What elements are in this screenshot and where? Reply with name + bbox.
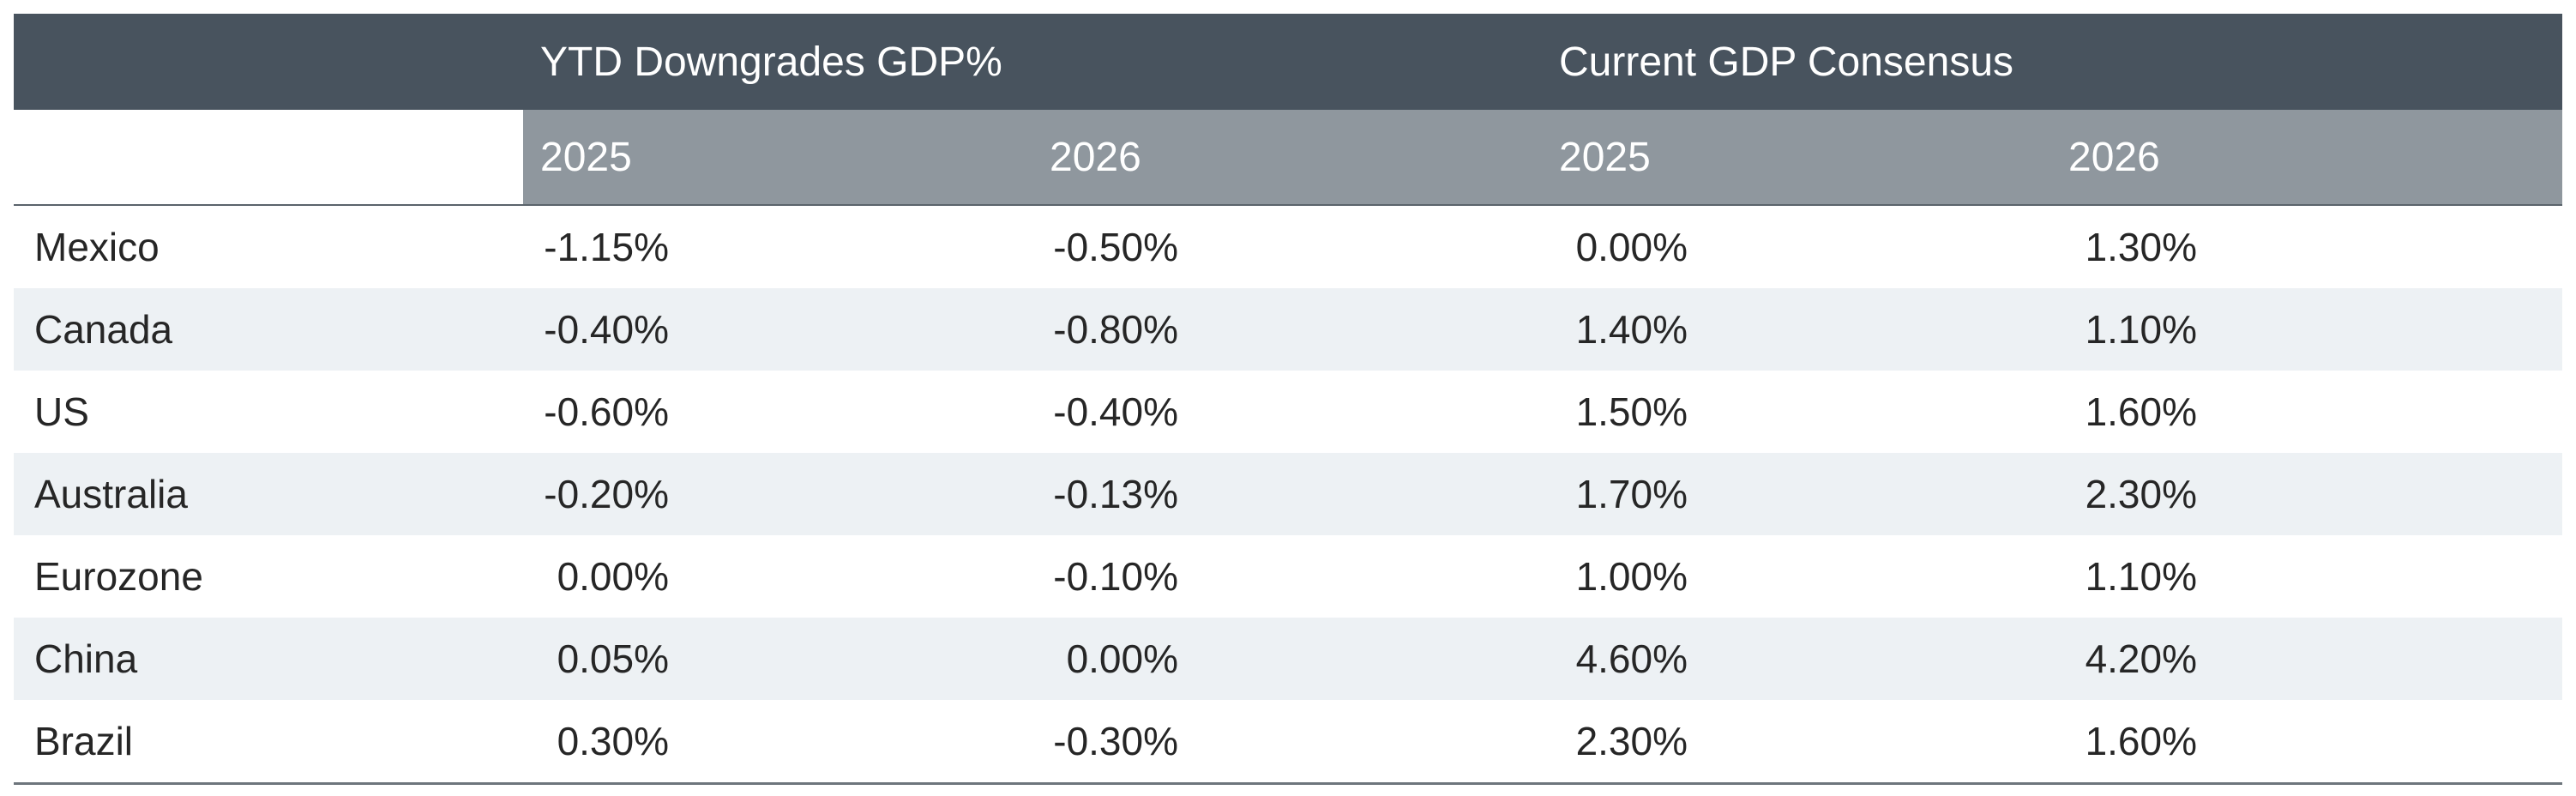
consensus-2026-cell: 1.10% (2051, 535, 2562, 618)
value: -0.13% (1053, 472, 1178, 516)
value: 1.10% (2085, 307, 2197, 352)
value: 1.30% (2085, 225, 2197, 269)
consensus-2026-cell: 4.20% (2051, 618, 2562, 700)
country-cell: US (34, 389, 89, 434)
value: 1.70% (1575, 472, 1688, 516)
country-cell: Mexico (34, 225, 159, 269)
year-header-consensus-2025: 2025 (1542, 110, 2051, 204)
value: -0.50% (1053, 225, 1178, 269)
ytd-2026-cell: -0.30% (1032, 700, 1542, 782)
ytd-2025-cell: 0.00% (523, 535, 1032, 618)
table-row: Australia -0.20% -0.13% 1.70% 2.30% (14, 453, 2562, 535)
value: 1.40% (1575, 307, 1688, 352)
value: -0.10% (1053, 554, 1178, 599)
ytd-2025-cell: -0.60% (523, 371, 1032, 453)
value: 1.60% (2085, 389, 2197, 434)
table-row: China 0.05% 0.00% 4.60% 4.20% (14, 618, 2562, 700)
value: 1.50% (1575, 389, 1688, 434)
consensus-2026-cell: 2.30% (2051, 453, 2562, 535)
value: 0.00% (1066, 636, 1178, 681)
value: 0.00% (1575, 225, 1688, 269)
ytd-2025-cell: 0.05% (523, 618, 1032, 700)
consensus-2025-cell: 4.60% (1542, 618, 2051, 700)
group-header-row: YTD Downgrades GDP% Current GDP Consensu… (14, 14, 2562, 110)
value: -0.40% (1053, 389, 1178, 434)
consensus-2025-cell: 1.40% (1542, 288, 2051, 371)
consensus-2025-cell: 2.30% (1542, 700, 2051, 782)
value: 0.05% (557, 636, 669, 681)
table-row: Canada -0.40% -0.80% 1.40% 1.10% (14, 288, 2562, 371)
consensus-2025-cell: 1.50% (1542, 371, 2051, 453)
ytd-2026-cell: -0.13% (1032, 453, 1542, 535)
ytd-2025-cell: 0.30% (523, 700, 1032, 782)
value: -0.40% (544, 307, 669, 352)
value: 4.60% (1575, 636, 1688, 681)
table-row: Mexico -1.15% -0.50% 0.00% 1.30% (14, 206, 2562, 288)
consensus-2026-cell: 1.60% (2051, 700, 2562, 782)
country-cell: Eurozone (34, 554, 203, 599)
ytd-2025-cell: -1.15% (523, 206, 1032, 288)
value: -0.20% (544, 472, 669, 516)
ytd-2026-cell: 0.00% (1032, 618, 1542, 700)
consensus-2025-cell: 1.00% (1542, 535, 2051, 618)
country-cell: China (34, 636, 138, 681)
value: 4.20% (2085, 636, 2197, 681)
consensus-2026-cell: 1.60% (2051, 371, 2562, 453)
value: 0.30% (557, 719, 669, 763)
group-header-ytd-downgrades: YTD Downgrades GDP% (540, 39, 1002, 85)
value: -0.80% (1053, 307, 1178, 352)
table-row: Eurozone 0.00% -0.10% 1.00% 1.10% (14, 535, 2562, 618)
value: -0.30% (1053, 719, 1178, 763)
year-header-row: 2025 2026 2025 2026 (14, 110, 2562, 206)
value: 2.30% (2085, 472, 2197, 516)
ytd-2026-cell: -0.50% (1032, 206, 1542, 288)
value: 0.00% (557, 554, 669, 599)
ytd-2026-cell: -0.10% (1032, 535, 1542, 618)
ytd-2025-cell: -0.20% (523, 453, 1032, 535)
consensus-2025-cell: 1.70% (1542, 453, 2051, 535)
country-cell: Brazil (34, 719, 134, 763)
table-bottom-rule (14, 782, 2562, 785)
year-header-blank (14, 110, 523, 204)
group-header-current-consensus: Current GDP Consensus (1559, 39, 2014, 85)
ytd-2025-cell: -0.40% (523, 288, 1032, 371)
value: 1.00% (1575, 554, 1688, 599)
country-cell: Australia (34, 472, 188, 516)
value: 1.60% (2085, 719, 2197, 763)
value: 1.10% (2085, 554, 2197, 599)
country-cell: Canada (34, 307, 173, 352)
consensus-2025-cell: 0.00% (1542, 206, 2051, 288)
table-row: Brazil 0.30% -0.30% 2.30% 1.60% (14, 700, 2562, 782)
ytd-2026-cell: -0.80% (1032, 288, 1542, 371)
year-header-ytd-2025: 2025 (523, 110, 1032, 204)
value: 2.30% (1575, 719, 1688, 763)
value: -0.60% (544, 389, 669, 434)
year-header-consensus-2026: 2026 (2051, 110, 2562, 204)
group-header-blank (14, 14, 523, 110)
ytd-2026-cell: -0.40% (1032, 371, 1542, 453)
consensus-2026-cell: 1.10% (2051, 288, 2562, 371)
value: -1.15% (544, 225, 669, 269)
gdp-table: YTD Downgrades GDP% Current GDP Consensu… (14, 14, 2562, 785)
year-header-ytd-2026: 2026 (1032, 110, 1542, 204)
consensus-2026-cell: 1.30% (2051, 206, 2562, 288)
table-row: US -0.60% -0.40% 1.50% 1.60% (14, 371, 2562, 453)
